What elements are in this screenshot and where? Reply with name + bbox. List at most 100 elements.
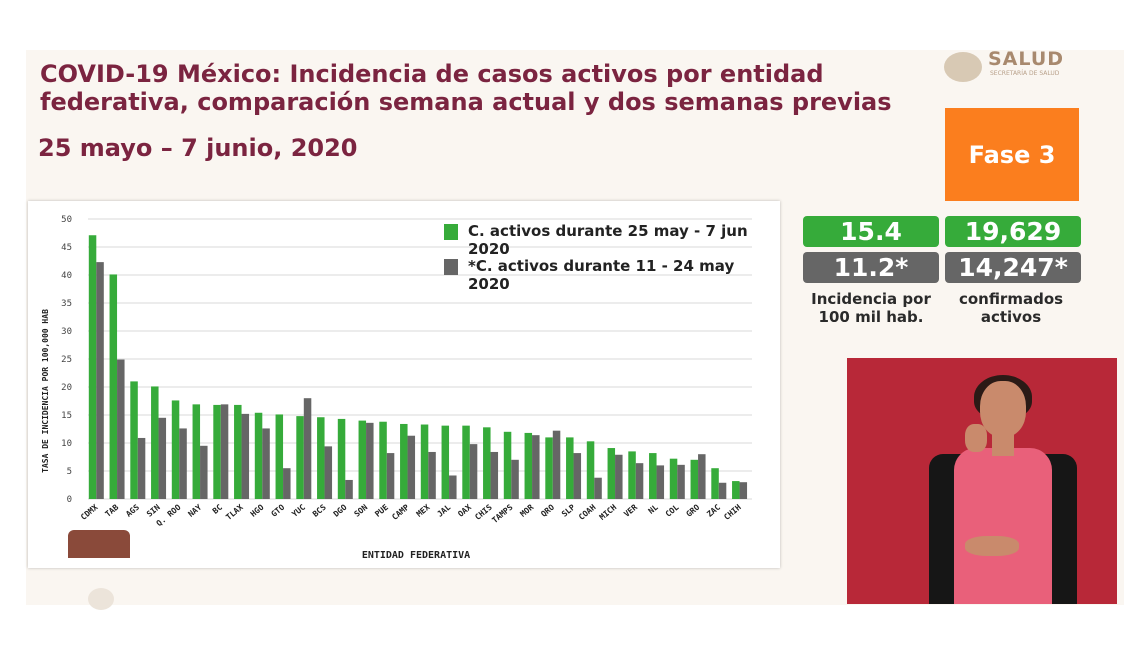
bar-previous-nay bbox=[200, 445, 208, 499]
bar-current-chih bbox=[732, 481, 740, 499]
x-tick-label: QRO bbox=[539, 503, 556, 519]
y-tick-label: 45 bbox=[61, 243, 72, 253]
y-tick-label: 30 bbox=[61, 327, 72, 337]
bar-current-mich bbox=[607, 448, 616, 499]
interpreter-hands-lower bbox=[965, 536, 1019, 556]
bar-current-slp bbox=[566, 437, 574, 499]
bar-previous-col bbox=[677, 464, 685, 499]
x-tick-label: BC bbox=[211, 503, 224, 516]
x-tick-label: OAX bbox=[456, 503, 473, 519]
y-tick-label: 40 bbox=[61, 271, 72, 281]
bar-current-bc bbox=[213, 404, 221, 499]
bar-current-nay bbox=[192, 404, 201, 499]
sign-language-interpreter-video bbox=[847, 358, 1117, 604]
bar-previous-qro bbox=[552, 430, 561, 499]
x-tick-label: TAB bbox=[103, 503, 120, 519]
bar-previous-ags bbox=[137, 437, 146, 499]
bar-previous-nl bbox=[656, 465, 665, 499]
bar-current-chis bbox=[483, 427, 491, 499]
bar-previous-mex bbox=[428, 451, 436, 499]
confirmed-current-box: 19,629 bbox=[945, 216, 1081, 247]
bar-current-zac bbox=[711, 468, 719, 499]
x-tick-label: HGO bbox=[249, 503, 266, 519]
bar-current-ver bbox=[628, 451, 636, 499]
bar-current-pue bbox=[379, 421, 387, 499]
x-tick-label: JAL bbox=[435, 503, 452, 519]
bar-previous-chis bbox=[490, 451, 499, 499]
x-tick-label: YUC bbox=[290, 503, 307, 519]
incidence-label-line-1: Incidencia por bbox=[811, 290, 931, 308]
legend-swatch-previous bbox=[444, 259, 458, 275]
bar-current-qroo bbox=[171, 400, 180, 499]
bar-previous-dgo bbox=[345, 479, 353, 499]
legend-label-current: C. activos durante 25 may - 7 jun 2020 bbox=[468, 222, 748, 258]
x-tick-label: COL bbox=[664, 503, 681, 519]
bar-previous-mich bbox=[615, 454, 623, 499]
bar-current-mor bbox=[524, 432, 533, 499]
bar-previous-oax bbox=[469, 444, 478, 499]
x-tick-label: SON bbox=[352, 503, 369, 519]
bar-previous-jal bbox=[449, 475, 457, 499]
bar-previous-son bbox=[366, 422, 374, 499]
bar-previous-pue bbox=[386, 453, 395, 499]
bar-current-tamps bbox=[503, 431, 512, 499]
slide-title: COVID-19 México: Incidencia de casos act… bbox=[40, 60, 892, 116]
x-tick-label: MICH bbox=[598, 503, 619, 522]
bar-current-mex bbox=[420, 424, 429, 499]
date-range: 25 mayo – 7 junio, 2020 bbox=[38, 134, 358, 162]
bar-previous-slp bbox=[573, 453, 582, 499]
bar-current-sin bbox=[151, 386, 159, 499]
bar-current-ags bbox=[130, 381, 138, 499]
x-tick-label: ZAC bbox=[705, 503, 722, 519]
bar-current-oax bbox=[462, 425, 470, 499]
y-tick-label: 25 bbox=[61, 355, 72, 365]
bar-previous-camp bbox=[407, 435, 416, 499]
x-tick-label: PUE bbox=[373, 503, 390, 519]
interpreter-shirt bbox=[954, 448, 1052, 604]
bar-previous-mor bbox=[532, 435, 540, 499]
phase-badge: Fase 3 bbox=[945, 108, 1079, 201]
confirmed-label: confirmados activos bbox=[940, 290, 1082, 326]
logo-subtitle: SECRETARÍA DE SALUD bbox=[990, 70, 1060, 77]
legend-label-previous: *C. activos durante 11 - 24 may 2020 bbox=[468, 257, 735, 293]
incidence-previous-box: 11.2* bbox=[803, 252, 939, 283]
bar-previous-zac bbox=[718, 482, 727, 499]
confirmed-label-line-2: activos bbox=[980, 308, 1042, 326]
x-tick-label: MEX bbox=[415, 503, 432, 519]
bar-current-son bbox=[358, 420, 367, 499]
x-tick-label: TLAX bbox=[224, 503, 245, 522]
bar-previous-sin bbox=[158, 417, 167, 499]
y-tick-label: 0 bbox=[67, 495, 72, 505]
incidence-current-box: 15.4 bbox=[803, 216, 939, 247]
x-tick-label: TAMPS bbox=[490, 503, 514, 525]
bar-previous-tamps bbox=[511, 459, 519, 499]
logo-name: SALUD bbox=[988, 48, 1065, 70]
y-tick-label: 20 bbox=[61, 383, 72, 393]
bar-current-hgo bbox=[254, 412, 263, 499]
bar-previous-tab bbox=[117, 359, 125, 499]
bar-previous-cdmx bbox=[96, 262, 104, 499]
faint-seal-icon bbox=[88, 588, 114, 610]
x-tick-label: CDMX bbox=[79, 503, 100, 522]
incidence-label-line-2: 100 mil hab. bbox=[818, 308, 924, 326]
bar-current-gto bbox=[275, 414, 284, 499]
bar-current-cdmx bbox=[88, 235, 97, 500]
bar-previous-gro bbox=[698, 454, 706, 499]
bar-previous-tlax bbox=[241, 413, 250, 499]
bar-current-col bbox=[669, 458, 678, 499]
bar-previous-hgo bbox=[262, 428, 270, 499]
bar-previous-chih bbox=[739, 482, 748, 499]
bar-current-bcs bbox=[317, 417, 325, 499]
bar-previous-ver bbox=[635, 463, 644, 499]
bar-current-gro bbox=[690, 459, 699, 499]
bar-current-tab bbox=[109, 274, 118, 499]
y-tick-label: 5 bbox=[67, 467, 72, 477]
bar-previous-yuc bbox=[303, 398, 312, 499]
bar-current-jal bbox=[441, 425, 450, 499]
bar-current-dgo bbox=[337, 418, 346, 499]
x-tick-label: SLP bbox=[560, 503, 577, 519]
x-axis-label: ENTIDAD FEDERATIVA bbox=[362, 550, 470, 561]
bar-current-qro bbox=[545, 437, 553, 499]
bar-previous-qroo bbox=[179, 428, 187, 499]
coat-of-arms-icon bbox=[944, 52, 982, 82]
